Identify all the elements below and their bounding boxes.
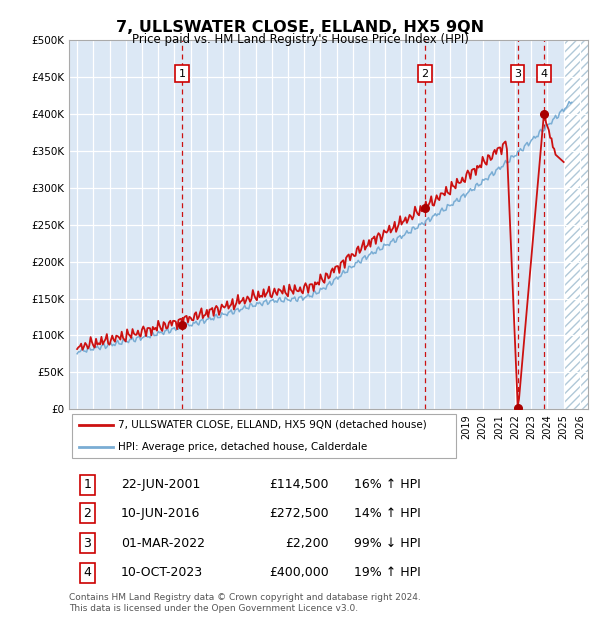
Text: 10-OCT-2023: 10-OCT-2023 bbox=[121, 567, 203, 579]
Text: 7, ULLSWATER CLOSE, ELLAND, HX5 9QN (detached house): 7, ULLSWATER CLOSE, ELLAND, HX5 9QN (det… bbox=[118, 420, 427, 430]
Text: 99% ↓ HPI: 99% ↓ HPI bbox=[355, 537, 421, 549]
Text: 10-JUN-2016: 10-JUN-2016 bbox=[121, 507, 200, 520]
Text: 22-JUN-2001: 22-JUN-2001 bbox=[121, 479, 200, 491]
Text: £2,200: £2,200 bbox=[285, 537, 329, 549]
Text: 1: 1 bbox=[179, 68, 185, 79]
Text: Price paid vs. HM Land Registry's House Price Index (HPI): Price paid vs. HM Land Registry's House … bbox=[131, 33, 469, 46]
Text: 01-MAR-2022: 01-MAR-2022 bbox=[121, 537, 205, 549]
Text: Contains HM Land Registry data © Crown copyright and database right 2024.
This d: Contains HM Land Registry data © Crown c… bbox=[69, 593, 421, 613]
Text: 2: 2 bbox=[421, 68, 428, 79]
Text: HPI: Average price, detached house, Calderdale: HPI: Average price, detached house, Cald… bbox=[118, 441, 368, 452]
Bar bbox=[563, 40, 588, 409]
Text: 14% ↑ HPI: 14% ↑ HPI bbox=[355, 507, 421, 520]
Text: 3: 3 bbox=[514, 68, 521, 79]
Text: 1: 1 bbox=[83, 479, 91, 491]
FancyBboxPatch shape bbox=[71, 414, 455, 458]
Text: 2: 2 bbox=[83, 507, 91, 520]
Text: 4: 4 bbox=[541, 68, 547, 79]
Text: 3: 3 bbox=[83, 537, 91, 549]
Text: 4: 4 bbox=[83, 567, 91, 579]
Bar bbox=[563, 40, 588, 409]
Text: 16% ↑ HPI: 16% ↑ HPI bbox=[355, 479, 421, 491]
Text: £114,500: £114,500 bbox=[269, 479, 329, 491]
Text: £400,000: £400,000 bbox=[269, 567, 329, 579]
Text: 19% ↑ HPI: 19% ↑ HPI bbox=[355, 567, 421, 579]
Text: £272,500: £272,500 bbox=[269, 507, 329, 520]
Text: 7, ULLSWATER CLOSE, ELLAND, HX5 9QN: 7, ULLSWATER CLOSE, ELLAND, HX5 9QN bbox=[116, 20, 484, 35]
